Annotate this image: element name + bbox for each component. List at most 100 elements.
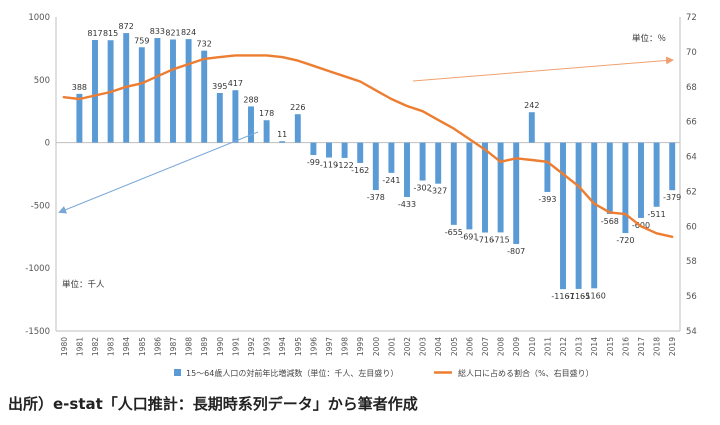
bar [466, 142, 473, 230]
bar [216, 92, 223, 143]
bar-data-label: -716 [476, 236, 494, 245]
x-tick-label: 2019 [668, 337, 677, 356]
x-tick-label: 1994 [278, 337, 287, 356]
bar-data-label: 732 [197, 40, 212, 49]
bar [326, 142, 332, 158]
x-tick-label: 2005 [450, 337, 459, 356]
x-tick-label: 1989 [200, 337, 209, 356]
x-tick-label: 1993 [263, 337, 272, 356]
bar-data-label: 395 [212, 82, 227, 91]
bar-data-label: 815 [103, 29, 118, 38]
bar [138, 47, 145, 143]
bar-data-label: -433 [398, 200, 416, 209]
bar-data-label: -379 [663, 193, 681, 202]
bar-data-label: 817 [87, 29, 102, 38]
bar [279, 141, 286, 143]
bar [653, 142, 660, 207]
x-tick-label: 1981 [75, 337, 84, 356]
x-tick-label: 1984 [122, 337, 131, 356]
x-tick-label: 2006 [465, 337, 474, 356]
unit-right-label: 単位：％ [632, 33, 666, 44]
bar-data-label: -327 [429, 187, 447, 196]
y-right-tick-label: 62 [686, 187, 697, 197]
bar-data-label: -99 [307, 158, 320, 167]
bar-data-label: 388 [72, 83, 87, 92]
bar [185, 39, 192, 143]
bar-data-label: 11 [277, 130, 287, 139]
bar-data-label: -119 [320, 161, 338, 170]
y-right-tick-label: 68 [686, 83, 697, 93]
bar [435, 142, 442, 184]
bar-data-label: -568 [601, 217, 619, 226]
x-tick-label: 1996 [309, 337, 318, 356]
x-tick-label: 2001 [387, 337, 396, 356]
x-tick-label: 2016 [621, 337, 630, 356]
legend-label-bar: 15～64歳人口の対前年比増減数（単位：千人、左目盛り） [186, 368, 398, 378]
x-tick-label: 1992 [247, 337, 256, 356]
y-right-tick-label: 70 [686, 48, 697, 58]
x-tick-label: 1987 [169, 337, 178, 356]
y-left-tick-label: -1500 [25, 327, 50, 337]
bar [638, 142, 644, 218]
y-right-tick-label: 72 [686, 13, 697, 23]
x-tick-label: 1983 [107, 337, 116, 356]
y-left-tick-label: -500 [31, 201, 50, 211]
x-tick-label: 2002 [403, 337, 412, 356]
bar-data-label: -1167 [551, 292, 574, 301]
x-tick-label: 2007 [481, 337, 490, 356]
bar [591, 142, 598, 289]
x-tick-label: 1980 [60, 337, 69, 356]
y-right-tick-label: 54 [686, 327, 697, 337]
x-tick-label: 2015 [606, 337, 615, 356]
x-tick-label: 1986 [153, 337, 162, 356]
x-tick-label: 1982 [91, 337, 100, 356]
unit-left-label: 単位：千人 [62, 279, 105, 290]
legend-label-line: 総人口に占める割合（%、右目盛り） [458, 368, 594, 378]
annotation-arrow-right [412, 56, 674, 82]
bar [560, 142, 566, 290]
annotation-arrow-left [58, 131, 259, 214]
y-right-tick-label: 58 [686, 257, 697, 267]
bar [294, 114, 301, 143]
x-tick-label: 2017 [637, 337, 646, 356]
bar-data-label: -715 [492, 235, 510, 244]
bar [606, 142, 613, 214]
x-tick-label: 2003 [419, 337, 428, 356]
bar [528, 112, 535, 143]
bar [622, 142, 629, 234]
bar-data-label: 821 [165, 28, 180, 37]
bar-data-label: -162 [351, 166, 369, 175]
bar [201, 50, 208, 143]
y-right-tick-label: 60 [686, 222, 697, 232]
y-left-tick-label: -1000 [25, 264, 50, 274]
bar-data-label: -378 [367, 193, 385, 202]
x-tick-label: 2000 [372, 337, 381, 356]
bar-data-label: 288 [243, 95, 258, 104]
x-tick-label: 1998 [341, 337, 350, 356]
x-tick-label: 2018 [653, 337, 662, 356]
bar [575, 142, 582, 289]
bar [170, 39, 176, 143]
ratio-line [62, 54, 674, 239]
bar-data-label: -302 [414, 184, 432, 193]
bar [372, 142, 379, 191]
bar-data-label: 417 [228, 79, 243, 88]
bar [92, 39, 98, 143]
bar [263, 120, 270, 143]
bar-data-label: 759 [134, 36, 149, 45]
bar [76, 93, 83, 143]
bar-data-label: -1160 [583, 291, 606, 300]
bar [248, 106, 254, 143]
bar [232, 90, 239, 143]
bar [450, 142, 457, 225]
legend-swatch-bar [174, 369, 181, 376]
x-tick-label: 1990 [216, 337, 225, 356]
bar-data-label: 824 [181, 28, 196, 37]
bar [404, 142, 410, 197]
bar-data-label: -1165 [567, 292, 590, 301]
x-tick-label: 1988 [185, 337, 194, 356]
x-tick-label: 1991 [231, 337, 240, 356]
x-tick-label: 1999 [356, 337, 365, 356]
bar-data-label: -122 [336, 161, 354, 170]
x-tick-label: 2013 [575, 337, 584, 356]
